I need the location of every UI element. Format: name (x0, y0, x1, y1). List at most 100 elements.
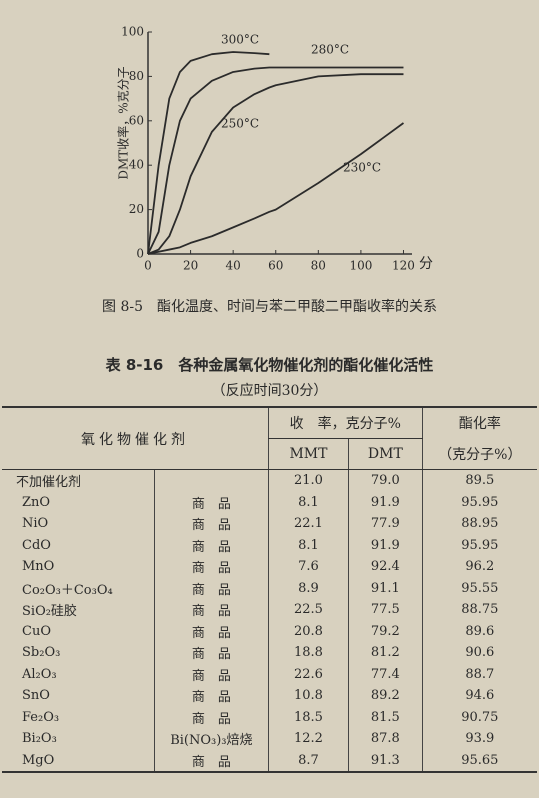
y-tick-label: 80 (129, 69, 144, 83)
table-cell: 88.75 (421, 599, 537, 621)
x-tick-label: 60 (268, 259, 283, 273)
y-tick-label: 100 (121, 25, 144, 39)
table-cell: Bi₂O₃ (22, 731, 57, 747)
table-cell: 79.0 (348, 469, 423, 492)
table-row: Al₂O₃ 商 品 22.6 77.4 88.7 (2, 663, 537, 685)
table-cell: 77.5 (348, 599, 423, 621)
y-tick-label: 20 (129, 202, 144, 216)
table-cell: 22.6 (267, 663, 349, 685)
y-axis-label: DMT收率，%克分子 (116, 66, 131, 179)
x-tick-label: 100 (349, 259, 372, 273)
table-cell: 商 品 (153, 620, 269, 642)
table-cell: CdO (22, 537, 51, 553)
table-row: MnO 商 品 7.6 92.4 96.2 (2, 556, 537, 578)
table-cell: SiO₂硅胶 (22, 604, 77, 620)
table-cell: 77.9 (348, 513, 423, 535)
table-cell: 91.3 (348, 749, 423, 773)
table-cell: 8.7 (267, 749, 349, 773)
header-cell: MMT (267, 438, 349, 470)
table-cell: ZnO (22, 494, 51, 510)
table-cell: MnO (22, 559, 55, 575)
header-cell: 收 率，克分子% (267, 407, 423, 439)
table-cell: 88.7 (421, 663, 537, 685)
table-cell: 89.5 (421, 469, 537, 492)
table-cell: 77.4 (348, 663, 423, 685)
y-tick-label: 60 (129, 113, 144, 127)
table-cell: 商 品 (153, 491, 269, 513)
table-row: NiO 商 品 22.1 77.9 88.95 (2, 513, 537, 535)
table-row: SiO₂硅胶 商 品 22.5 77.5 88.75 (2, 599, 537, 621)
x-tick-label: 120 (392, 259, 415, 273)
table-cell: SnO (22, 688, 50, 704)
table-cell: Co₂O₃＋Co₃O₄ (22, 582, 113, 598)
table-cell: 95.55 (421, 577, 537, 599)
table-cell: 95.65 (421, 749, 537, 773)
table-cell: Sb₂O₃ (22, 645, 61, 661)
table-cell: 81.5 (348, 706, 423, 728)
curve (147, 122, 405, 255)
table-cell: 90.75 (421, 706, 537, 728)
table-cell: Al₂O₃ (22, 666, 57, 682)
curve-label: 300°C (221, 33, 259, 47)
table-title: 表 8-16 各种金属氧化物催化剂的酯化催化活性 (105, 356, 434, 374)
curve (147, 73, 404, 255)
table-cell: 87.8 (348, 728, 423, 750)
table-cell: 90.6 (421, 642, 537, 664)
table-cell: CuO (22, 623, 51, 639)
header-cell: 氧化物催化剂 (2, 407, 269, 470)
y-tick-label: 0 (136, 247, 144, 261)
table-row: 不加催化剂 21.0 79.0 89.5 (2, 469, 537, 492)
table-cell: 95.95 (421, 534, 537, 556)
table-cell: 94.6 (421, 685, 537, 707)
table-cell: 93.9 (421, 728, 537, 750)
chart: 0 20 40 60 80 100 0 20 40 60 80 100 120 分 DMT收率，%克分子 30… (116, 25, 434, 273)
table-row: SnO 商 品 10.8 89.2 94.6 (2, 685, 537, 707)
table-row: Sb₂O₃ 商 品 18.8 81.2 90.6 (2, 642, 537, 664)
table-cell (153, 469, 269, 492)
x-tick-label: 0 (144, 259, 152, 273)
table-cell: 91.1 (348, 577, 423, 599)
table-cell: 商 品 (153, 599, 269, 621)
curve (147, 66, 404, 255)
table-cell: 89.6 (421, 620, 537, 642)
table-cell: 91.9 (348, 534, 423, 556)
table-row: Co₂O₃＋Co₃O₄ 商 品 8.9 91.1 95.55 (2, 577, 537, 599)
table-cell: 18.5 (267, 706, 349, 728)
curve (147, 51, 270, 255)
table-row: ZnO 商 品 8.1 91.9 95.95 (2, 491, 537, 513)
table-cell: 20.8 (267, 620, 349, 642)
table-row: Fe₂O₃ 商 品 18.5 81.5 90.75 (2, 706, 537, 728)
table-cell: MgO (2, 749, 155, 773)
header-cell: （克分子%） (421, 438, 537, 470)
table-subtitle: （反应时间30分） (211, 383, 328, 399)
header-cell: 酯化率 (421, 407, 537, 439)
curve-label: 230°C (343, 161, 381, 175)
table-cell: 96.2 (421, 556, 537, 578)
table-row: Bi₂O₃ Bi(NO₃)₃焙烧 12.2 87.8 93.9 (2, 728, 537, 750)
table-cell: 8.9 (267, 577, 349, 599)
table-cell: 22.1 (267, 513, 349, 535)
table-cell: 89.2 (348, 685, 423, 707)
table-cell: 7.6 (267, 556, 349, 578)
table-cell: 92.4 (348, 556, 423, 578)
table-cell: 22.5 (267, 599, 349, 621)
table-row: CuO 商 品 20.8 79.2 89.6 (2, 620, 537, 642)
table-cell: NiO (22, 516, 49, 532)
table-cell: 商 品 (153, 513, 269, 535)
figure-caption: 图 8-5 酯化温度、时间与苯二甲酸二甲酯收率的关系 (102, 299, 437, 315)
header-cell: DMT (348, 438, 423, 470)
x-tick-label: 80 (311, 259, 326, 273)
table-cell: 79.2 (348, 620, 423, 642)
table-cell: 95.95 (421, 491, 537, 513)
table-cell: 10.8 (267, 685, 349, 707)
y-tick-label: 40 (129, 158, 144, 172)
table-row: CdO 商 品 8.1 91.9 95.95 (2, 534, 537, 556)
table-cell: 88.95 (421, 513, 537, 535)
table-cell: 18.8 (267, 642, 349, 664)
table-cell: Fe₂O₃ (22, 709, 60, 725)
x-tick-label: 40 (226, 259, 241, 273)
table-cell: 不加催化剂 (16, 475, 82, 491)
table-cell: 81.2 (348, 642, 423, 664)
